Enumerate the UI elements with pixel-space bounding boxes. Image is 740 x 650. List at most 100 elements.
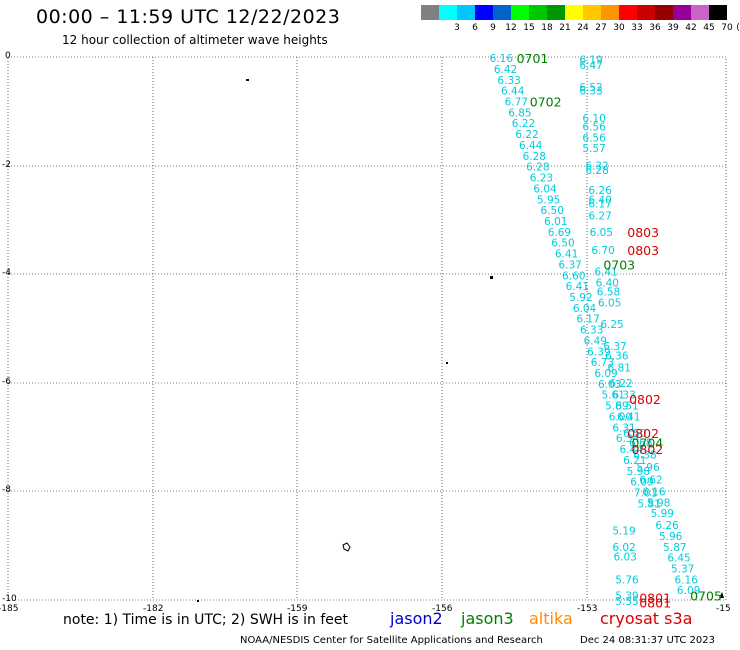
color-scale-label: 24 xyxy=(577,23,589,33)
wave-height-value: 6.44 xyxy=(501,86,525,98)
island-marker xyxy=(446,362,448,364)
color-scale-label: 42 xyxy=(685,23,697,33)
wave-height-value: 6.68 xyxy=(629,438,652,450)
color-scale-label: 36 xyxy=(649,23,661,33)
wave-height-value: 6.16 xyxy=(490,53,514,65)
altimeter-tracks: 6.166.426.336.446.776.856.226.226.446.28… xyxy=(490,53,701,608)
color-swatch xyxy=(547,5,565,20)
lon-tick-label: -182 xyxy=(143,604,164,614)
wave-height-value: 6.22 xyxy=(512,118,535,130)
wave-height-value: 6.81 xyxy=(608,363,631,375)
wave-height-value: 6.70 xyxy=(591,245,614,257)
wave-height-value: 6.73 xyxy=(591,357,614,369)
lat-tick-label: 0 xyxy=(5,51,11,61)
legend-cryosat-s3a: cryosat s3a xyxy=(600,609,693,628)
wave-height-value: 6.51 xyxy=(615,401,638,413)
lon-tick-label: -159 xyxy=(287,604,308,614)
wave-height-value: 6.40 xyxy=(596,277,619,289)
color-swatch xyxy=(421,5,439,20)
legend-jason2: jason2 xyxy=(390,609,443,628)
pass-time-label: 0803 xyxy=(627,243,659,258)
wave-height-value: 6.33 xyxy=(612,390,635,402)
color-swatch xyxy=(655,5,673,20)
wave-height-value: 5.81 xyxy=(637,498,660,510)
lat-tick-label: -6 xyxy=(2,377,11,387)
wave-height-value: 6.47 xyxy=(579,60,602,72)
wave-height-value: 6.41 xyxy=(594,266,617,278)
color-scale-label: 45 xyxy=(703,23,715,33)
wave-height-value: 6.05 xyxy=(590,227,613,239)
wave-height-value: 6.22 xyxy=(609,378,632,390)
wave-height-value: 6.28 xyxy=(526,162,549,174)
pass-time-label: 0802 xyxy=(627,426,659,441)
wave-height-value: 5.87 xyxy=(663,542,686,554)
footer-timestamp: Dec 24 08:31:37 UTC 2023 xyxy=(580,635,715,646)
wave-height-value: 6.09 xyxy=(594,368,617,380)
wave-height-value: 6.22 xyxy=(515,129,538,141)
lat-tick-label: -10 xyxy=(2,594,17,604)
wave-height-value: 6.37 xyxy=(603,341,626,353)
color-scale-label: 15 xyxy=(523,23,535,33)
wave-height-value: 5.98 xyxy=(647,497,670,509)
wave-height-value: 6.56 xyxy=(582,132,606,144)
color-swatch xyxy=(601,5,619,20)
wave-height-value: 6.50 xyxy=(623,428,646,440)
wave-height-value: 6.69 xyxy=(548,227,571,239)
wave-height-value: 6.77 xyxy=(505,97,528,109)
color-swatch xyxy=(637,5,655,20)
color-swatch xyxy=(691,5,709,20)
wave-height-value: 5.99 xyxy=(651,508,674,520)
wave-height-value: 5.39 xyxy=(615,591,638,603)
footnote: note: 1) Time is in UTC; 2) SWH is in fe… xyxy=(63,612,349,628)
color-scale-label: 9 xyxy=(490,23,496,33)
legend-altika: altika xyxy=(529,609,573,628)
wave-height-value: 6.60 xyxy=(562,270,585,282)
wave-height-value: 6.33 xyxy=(497,75,520,87)
wave-height-value: 6.49 xyxy=(584,335,607,347)
wave-height-value: 6.04 xyxy=(573,303,597,315)
color-swatch xyxy=(673,5,691,20)
wave-height-value: 6.31 xyxy=(612,422,635,434)
wave-height-value: 6.09 xyxy=(677,585,700,597)
wave-height-value: 6.44 xyxy=(519,140,543,152)
wave-height-value: 6.05 xyxy=(598,297,621,309)
wave-height-value: 6.38 xyxy=(633,449,656,461)
wave-height-value: 6.44 xyxy=(619,444,643,456)
color-scale-label: 3 xyxy=(454,23,460,33)
wave-height-value: 6.03 xyxy=(598,379,621,391)
color-swatch xyxy=(439,5,457,20)
wave-height-value: 6.23 xyxy=(530,173,553,185)
wave-height-value: 6.41 xyxy=(555,249,578,261)
wave-height-value: 6.50 xyxy=(541,205,564,217)
wave-height-value: 6.00 xyxy=(609,411,632,423)
pass-time-label: 0703 xyxy=(603,257,635,272)
color-swatch xyxy=(475,5,493,20)
pass-time-label: 0803 xyxy=(627,225,659,240)
wave-height-value: 6.25 xyxy=(600,319,623,331)
color-swatch xyxy=(583,5,601,20)
wave-height-value: 6.33 xyxy=(579,86,602,98)
island-marker xyxy=(246,79,249,81)
wave-height-value: 5.76 xyxy=(615,574,639,586)
wave-height-value: 5.89 xyxy=(605,401,628,413)
lon-tick-label: -156 xyxy=(432,604,453,614)
map-grid xyxy=(8,57,726,600)
pass-time-label: 0802 xyxy=(629,392,661,407)
wave-height-value: 6.56 xyxy=(582,122,606,134)
wave-height-value: 6.16 xyxy=(675,574,699,586)
pass-time-label: 0702 xyxy=(530,95,562,110)
color-swatch xyxy=(511,5,529,20)
wave-height-value: 6.16 xyxy=(642,486,666,498)
color-scale-unit: (ft) xyxy=(736,23,740,33)
color-scale-label: 12 xyxy=(505,23,517,33)
wave-height-value: 5.98 xyxy=(627,466,650,478)
wave-height-value: 6.04 xyxy=(533,183,557,195)
wave-height-value: 6.58 xyxy=(597,287,620,299)
color-swatch xyxy=(709,5,727,20)
pass-time-label: 0701 xyxy=(517,51,549,66)
wave-height-value: 6.10 xyxy=(582,113,605,125)
wave-height-value: 6.28 xyxy=(585,165,608,177)
island-outline xyxy=(342,542,351,552)
wave-height-value: 5.61 xyxy=(602,390,625,402)
wave-height-value: 5.57 xyxy=(582,143,605,155)
